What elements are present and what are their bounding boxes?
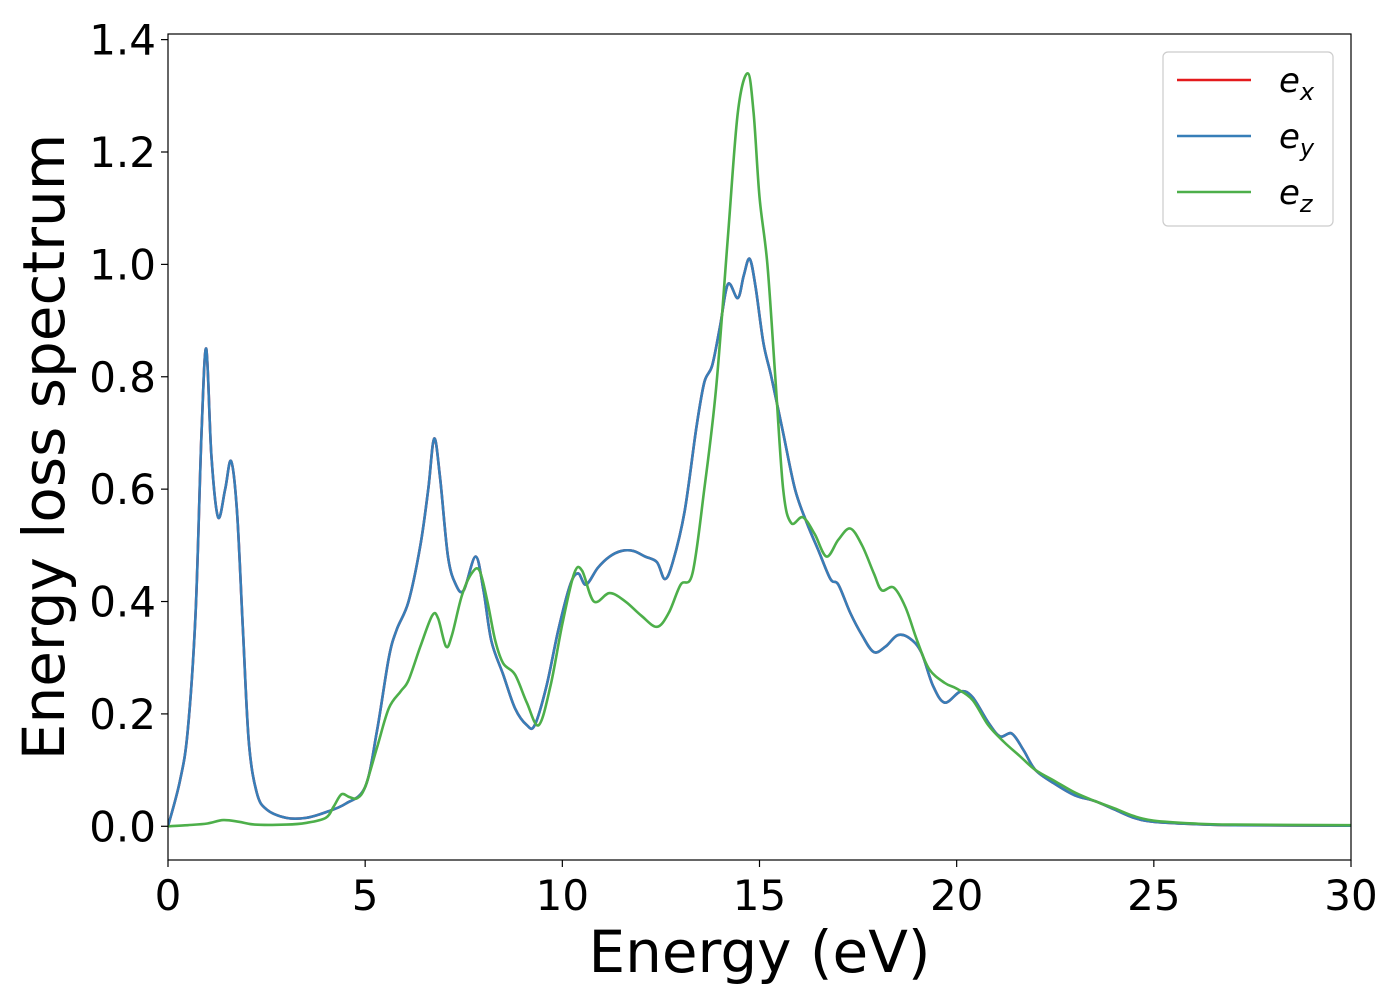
x-axis-ticks: 0 5 10 15 20 25 30	[155, 860, 1378, 920]
legend-label-y: ey	[1279, 117, 1315, 162]
y-axis-title: Energy loss spectrum	[10, 134, 78, 760]
y-tick-label: 0.0	[89, 802, 156, 851]
y-tick-label: 0.4	[89, 578, 156, 627]
x-tick-label: 0	[155, 871, 182, 920]
x-tick-label: 30	[1324, 871, 1377, 920]
legend-label-base: e	[1279, 61, 1300, 101]
legend-label-subscript: y	[1299, 134, 1315, 162]
legend-label-subscript: x	[1299, 78, 1315, 106]
series-layer	[168, 72, 1351, 828]
y-axis-ticks: 0.0 0.2 0.4 0.6 0.8 1.0 1.2 1.4	[89, 16, 168, 851]
legend-box	[1162, 51, 1334, 227]
x-axis-title: Energy (eV)	[588, 918, 930, 986]
legend-label-subscript: z	[1299, 190, 1314, 218]
x-tick-label: 15	[733, 871, 786, 920]
series-line-x	[168, 257, 1351, 828]
series-line-y	[168, 257, 1351, 828]
legend-label-x: ex	[1279, 61, 1315, 106]
legend-label-base: e	[1279, 173, 1300, 213]
x-tick-label: 10	[536, 871, 589, 920]
y-tick-label: 0.2	[89, 690, 156, 739]
x-tick-label: 25	[1127, 871, 1180, 920]
x-tick-label: 20	[930, 871, 983, 920]
legend-label-z: ez	[1279, 173, 1314, 218]
legend-label-base: e	[1279, 117, 1300, 157]
x-tick-label: 5	[352, 871, 379, 920]
y-tick-label: 0.8	[89, 353, 156, 402]
y-tick-label: 1.4	[89, 16, 156, 65]
y-tick-label: 1.0	[89, 240, 156, 289]
y-tick-label: 1.2	[89, 128, 156, 177]
y-tick-label: 0.6	[89, 465, 156, 514]
series-line-z	[168, 72, 1351, 828]
